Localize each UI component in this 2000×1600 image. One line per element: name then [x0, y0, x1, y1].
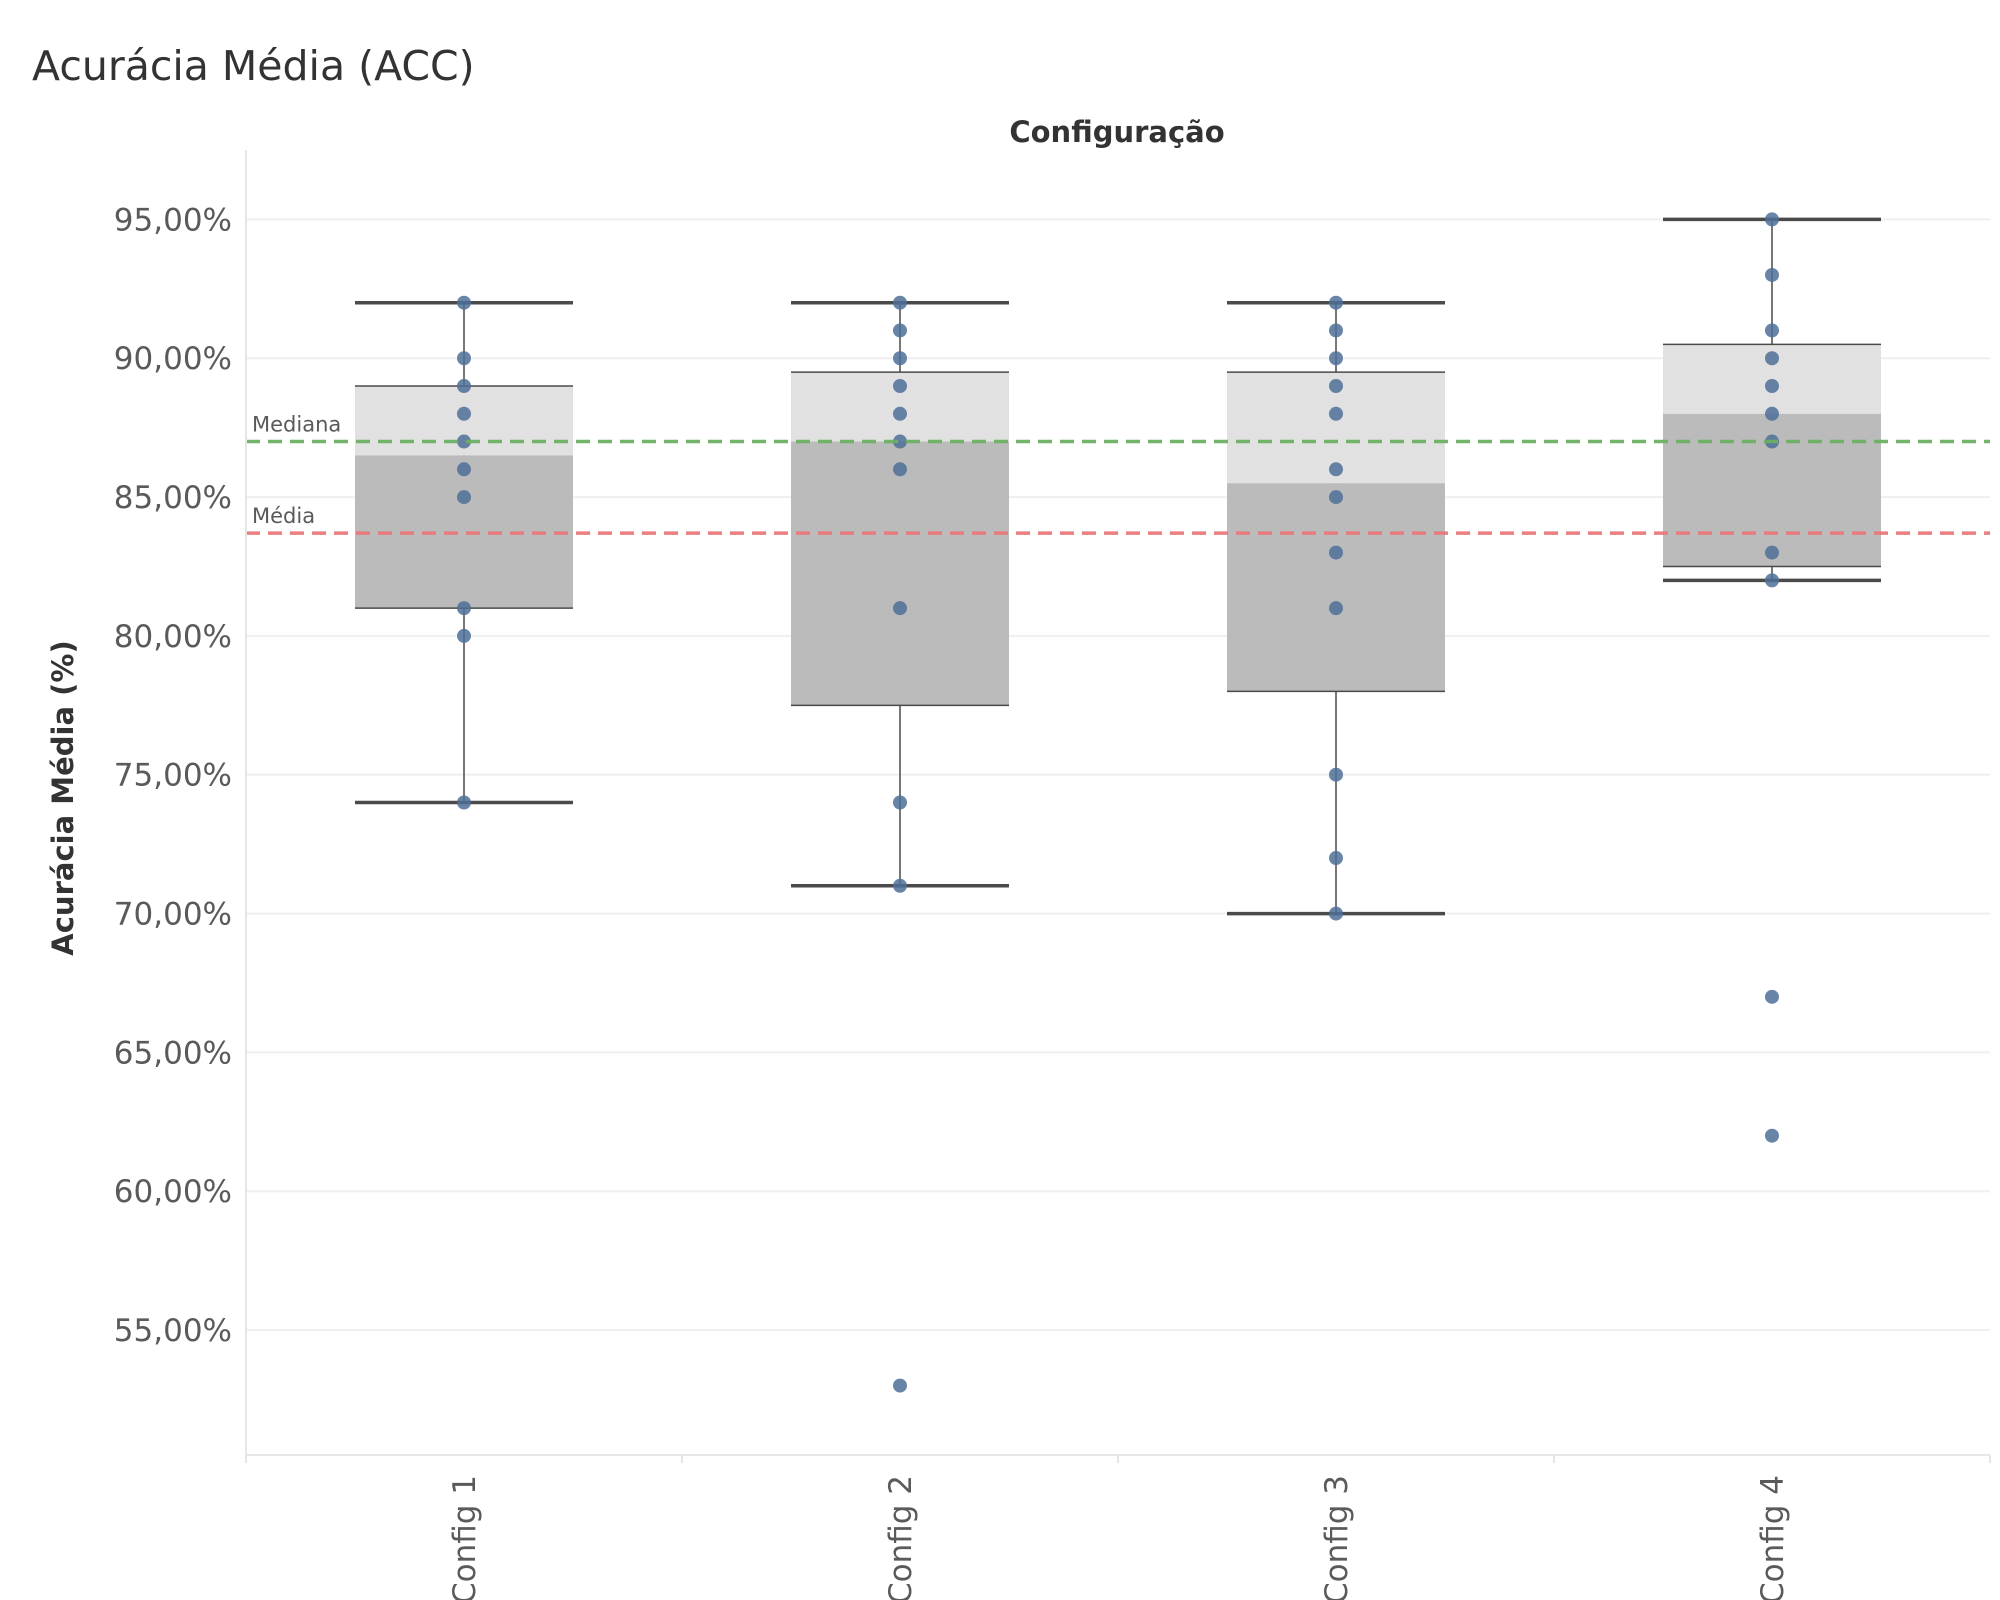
data-point: [1765, 267, 1779, 282]
y-tick-label: 60,00%: [114, 1174, 232, 1210]
data-point: [1329, 490, 1343, 505]
data-point: [457, 795, 471, 810]
y-tick-label: 95,00%: [114, 202, 232, 238]
data-point: [893, 462, 907, 477]
mean-reference-line-label: Média: [252, 504, 315, 528]
data-point: [1329, 351, 1343, 366]
data-point: [1329, 601, 1343, 616]
data-point: [1765, 573, 1779, 588]
data-point: [457, 406, 471, 421]
data-point: [893, 351, 907, 366]
y-tick-label: 70,00%: [114, 897, 232, 933]
box-layer: [355, 217, 1881, 916]
data-point: [457, 434, 471, 449]
data-point: [893, 795, 907, 810]
chart-title: Acurácia Média (ACC): [32, 42, 475, 90]
data-point: [457, 601, 471, 616]
point-layer: [457, 212, 1779, 1393]
data-point: [1329, 851, 1343, 866]
data-point: [1765, 212, 1779, 227]
facet-label: Configuração: [1009, 115, 1224, 149]
x-tick-label: Config 2: [883, 1475, 919, 1600]
x-tick-label: Config 1: [447, 1475, 483, 1600]
data-point: [457, 490, 471, 505]
y-tick-label: 75,00%: [114, 758, 232, 794]
data-point: [1329, 545, 1343, 560]
data-point: [1329, 379, 1343, 394]
data-point: [1765, 989, 1779, 1004]
data-point: [893, 878, 907, 893]
data-point: [1329, 462, 1343, 477]
y-tick-label: 80,00%: [114, 619, 232, 655]
data-point: [457, 628, 471, 643]
data-point: [893, 295, 907, 310]
y-tick-label: 85,00%: [114, 480, 232, 516]
data-point: [893, 601, 907, 616]
x-tick-label: Config 4: [1755, 1475, 1791, 1600]
data-point: [1765, 379, 1779, 394]
data-point: [1765, 351, 1779, 366]
box-3: [1227, 300, 1445, 916]
box-lower-half: [1227, 483, 1445, 692]
data-point: [457, 351, 471, 366]
y-tick-label: 90,00%: [114, 341, 232, 377]
data-point: [1765, 323, 1779, 338]
data-point: [1329, 323, 1343, 338]
data-point: [1329, 767, 1343, 782]
data-point: [893, 1378, 907, 1393]
data-point: [457, 462, 471, 477]
data-point: [1329, 406, 1343, 421]
data-point: [457, 379, 471, 394]
reference-line-layer: Mediana Média: [246, 413, 1990, 535]
data-point: [893, 323, 907, 338]
data-point: [893, 406, 907, 421]
y-tick-label: 65,00%: [114, 1035, 232, 1071]
data-point: [1765, 545, 1779, 560]
data-point: [1329, 906, 1343, 921]
x-tick-label: Config 3: [1319, 1475, 1355, 1600]
axis-layer: 95,00% 90,00% 85,00% 80,00% 75,00% 70,00% 65,0…: [114, 150, 1991, 1600]
data-point: [1329, 295, 1343, 310]
median-reference-line-label: Mediana: [252, 413, 341, 437]
box-1: [355, 300, 573, 805]
data-point: [1765, 1128, 1779, 1143]
data-point: [457, 295, 471, 310]
box-lower-half: [791, 441, 1009, 706]
box-2: [791, 300, 1009, 888]
y-tick-label: 55,00%: [114, 1313, 232, 1349]
y-axis-label: Acurácia Média (%): [46, 640, 80, 955]
data-point: [893, 379, 907, 394]
data-point: [1765, 406, 1779, 421]
data-point: [893, 434, 907, 449]
